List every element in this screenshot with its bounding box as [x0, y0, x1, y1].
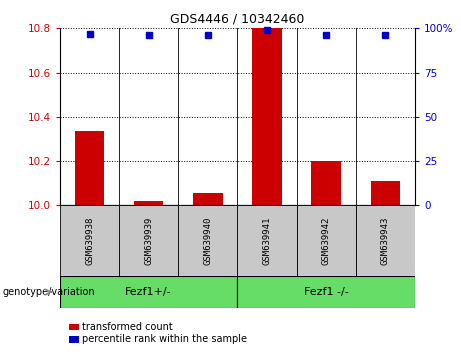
Text: transformed count: transformed count	[82, 322, 173, 332]
Bar	[296, 205, 356, 276]
Title: GDS4446 / 10342460: GDS4446 / 10342460	[170, 13, 305, 26]
Text: GSM639940: GSM639940	[203, 217, 213, 265]
Bar	[60, 276, 237, 308]
Text: genotype/variation: genotype/variation	[2, 287, 95, 297]
Text: Fezf1 -/-: Fezf1 -/-	[304, 287, 349, 297]
Text: GSM639941: GSM639941	[262, 217, 272, 265]
Bar	[252, 28, 282, 205]
Text: GSM639938: GSM639938	[85, 217, 94, 265]
Bar	[237, 205, 296, 276]
Text: GSM639942: GSM639942	[322, 217, 331, 265]
Text: GSM639939: GSM639939	[144, 217, 153, 265]
Text: GSM639943: GSM639943	[381, 217, 390, 265]
Bar	[60, 205, 119, 276]
Bar	[193, 193, 223, 205]
Bar	[356, 205, 415, 276]
Bar	[178, 205, 237, 276]
Text: Fezf1+/-: Fezf1+/-	[125, 287, 172, 297]
Bar	[119, 205, 178, 276]
Bar	[237, 276, 415, 308]
Bar	[311, 161, 341, 205]
Text: percentile rank within the sample: percentile rank within the sample	[82, 335, 247, 344]
Bar	[371, 181, 400, 205]
Bar	[75, 131, 104, 205]
Bar	[134, 201, 164, 205]
